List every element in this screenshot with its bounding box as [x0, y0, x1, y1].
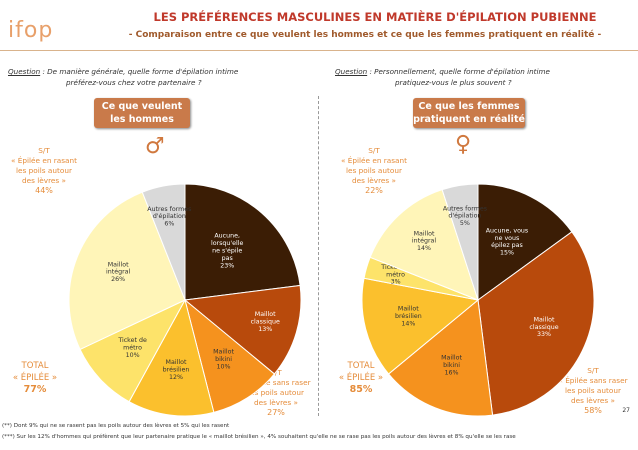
left-question-label: Question	[8, 67, 41, 76]
pie-slice-men-1	[183, 284, 302, 375]
pie-slice-women-1	[477, 231, 595, 416]
left-st-sans-l2: « Épilée sans raser	[241, 378, 311, 387]
page-subtitle: - Comparaison entre ce que veulent les h…	[128, 30, 602, 40]
pie-slice-women-0	[477, 183, 573, 301]
right-st-rasant-l4: des lèvres »	[352, 176, 396, 185]
right-st-rasant-l2: « Épilée en rasant	[340, 156, 408, 165]
left-total-l1: TOTAL	[21, 361, 49, 371]
pie-slice-men-5	[68, 191, 186, 351]
pie-label-men-2: Maillot bikini 10%	[213, 349, 234, 371]
footnote-2: (***) Sur les 12% d'hommes qui préfèrent…	[2, 434, 516, 440]
pie-slice-men-3	[128, 298, 215, 417]
right-st-sans-pct: 58%	[584, 406, 602, 415]
left-st-rasant-pct: 44%	[35, 186, 53, 195]
pie-label-men-0: Aucune, lorsqu'elle ne s'épile pas 23%	[211, 233, 244, 270]
right-total-pct: 85%	[349, 384, 373, 395]
right-question: Question : Personnellement, quelle forme…	[335, 66, 550, 88]
right-total-l1: TOTAL	[347, 361, 375, 371]
left-st-sans-l3: les poils autour	[248, 388, 304, 397]
right-st-rasant-l1: S/T	[368, 146, 380, 155]
right-pill-line2: pratiquent en réalité	[413, 114, 525, 125]
pie-label-women-1: Maillot classique 33%	[529, 316, 558, 338]
right-total: TOTAL « ÉPILÉE » 85%	[328, 360, 394, 396]
center-divider	[318, 96, 319, 416]
left-total-l2: « ÉPILÉE »	[12, 373, 58, 383]
pie-label-women-2: Maillot bikini 16%	[441, 355, 462, 377]
left-st-sans-pct: 27%	[267, 408, 285, 417]
left-question-line1: : De manière générale, quelle forme d'ép…	[40, 67, 239, 76]
pie-slice-men-0	[184, 183, 301, 301]
pie-slice-women-2	[387, 299, 494, 417]
right-st-sans-l3: les poils autour	[565, 386, 621, 395]
right-question-line1: : Personnellement, quelle forme d'épilat…	[367, 67, 550, 76]
left-st-rasant-l1: S/T	[38, 146, 50, 155]
pie-label-women-0: Aucune, vous ne vous épilez pas 15%	[486, 227, 528, 256]
right-st-sans-l1: S/T	[587, 366, 599, 375]
header-rule	[0, 50, 638, 51]
female-symbol-icon: ♀	[455, 132, 472, 157]
left-st-sans-l4: des lèvres »	[254, 398, 298, 407]
left-pill-line1: Ce que veulent	[101, 101, 183, 112]
left-pill-line2: les hommes	[110, 114, 174, 125]
left-question: Question : De manière générale, quelle f…	[8, 66, 238, 88]
footnote-1: (**) Dont 9% qui ne se rasent pas les po…	[2, 423, 230, 429]
pie-label-men-4: Ticket de métro 10%	[117, 337, 147, 359]
right-st-rasant-pct: 22%	[365, 186, 383, 195]
right-question-label: Question	[335, 67, 368, 76]
right-pill-line1: Ce que les femmes	[418, 101, 520, 112]
left-st-rasant-l4: des lèvres »	[22, 176, 66, 185]
pie-label-women-3: Maillot brésilien 14%	[395, 306, 422, 328]
right-total-l2: « ÉPILÉE »	[338, 373, 384, 383]
pie-label-women-5: Maillot intégral 14%	[412, 230, 437, 252]
left-question-line2: préférez-vous chez votre partenaire ?	[66, 78, 202, 87]
pie-label-men-1: Maillot classique 13%	[251, 311, 280, 333]
left-st-rasant-l3: les poils autour	[16, 166, 72, 175]
page-number: 27	[622, 407, 630, 414]
right-st-sans-l4: des lèvres »	[571, 396, 615, 405]
right-question-line2: pratiquez-vous le plus souvent ?	[395, 78, 512, 87]
pie-slice-men-4	[79, 298, 187, 403]
left-pill: Ce que veulent les hommes	[94, 98, 190, 128]
pie-label-women-6: Autres formes d'épilation 5%	[443, 205, 487, 227]
pie-slice-men-6	[141, 183, 186, 301]
right-pill: Ce que les femmes pratiquent en réalité	[413, 98, 525, 128]
pie-slice-women-6	[441, 183, 479, 301]
pie-label-men-6: Autres formes d'épilation 6%	[147, 206, 191, 228]
left-total: TOTAL « ÉPILÉE » 77%	[2, 360, 68, 396]
left-st-rasant: S/T « Épilée en rasant les poils autour …	[2, 146, 86, 196]
right-st-rasant-l3: les poils autour	[346, 166, 402, 175]
pie-slice-men-2	[184, 298, 276, 413]
right-st-sans-l2: « Épilée sans raser	[558, 376, 628, 385]
left-st-rasant-l2: « Épilée en rasant	[10, 156, 78, 165]
male-symbol-icon: ♂	[145, 134, 165, 159]
right-st-sans: S/T « Épilée sans raser les poils autour…	[548, 366, 638, 416]
pie-label-men-5: Maillot intégral 26%	[106, 261, 131, 283]
pie-label-men-3: Maillot brésilien 12%	[163, 359, 190, 381]
ifop-logo: ifop	[8, 18, 54, 43]
pie-women: Aucune, vous ne vous épilez pas 15% Maillot c…	[361, 183, 595, 417]
right-st-rasant: S/T « Épilée en rasant les poils autour …	[332, 146, 416, 196]
pie-men: Aucune, lorsqu'elle ne s'épile pas 23% Maillo…	[68, 183, 302, 417]
pie-slice-women-3	[361, 277, 480, 375]
page-title: LES PRÉFÉRENCES MASCULINES EN MATIÈRE D'…	[153, 10, 597, 24]
left-total-pct: 77%	[23, 384, 47, 395]
